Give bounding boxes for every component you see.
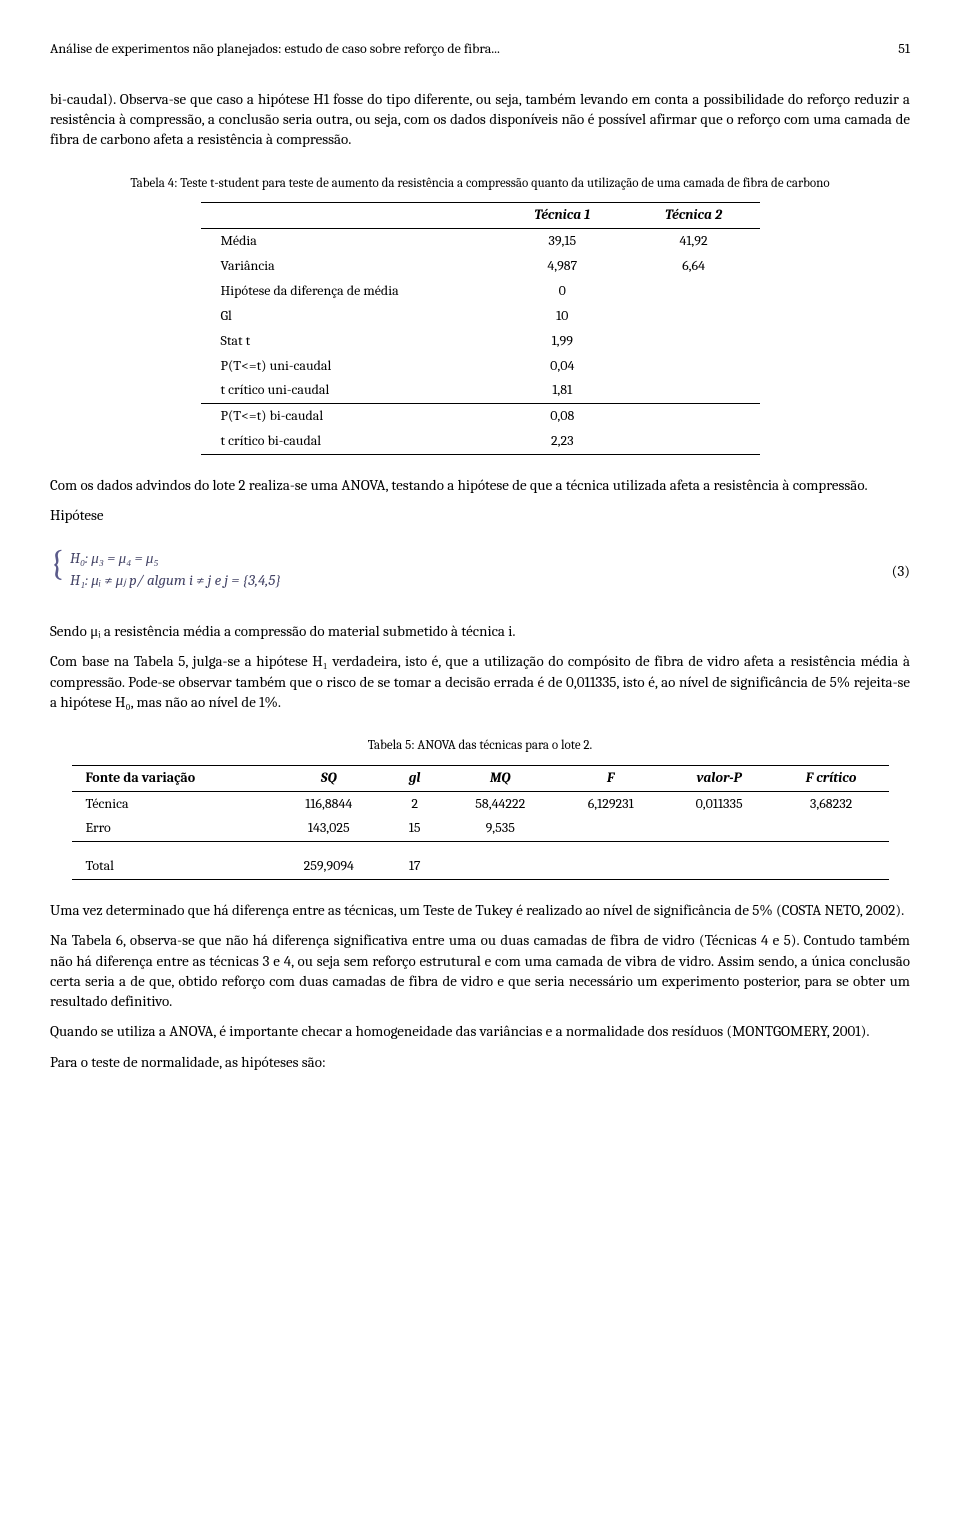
paragraph-2: Com os dados advindos do lote 2 realiza-… xyxy=(50,475,910,495)
table5-head-c0: Fonte da variação xyxy=(72,765,272,791)
paragraph-3: Hipótese xyxy=(50,505,910,525)
table5-caption: Tabela 5: ANOVA das técnicas para o lote… xyxy=(50,737,910,755)
page-header: Análise de experimentos não planejados: … xyxy=(50,40,910,59)
paragraph-9: Para o teste de normalidade, as hipótese… xyxy=(50,1052,910,1072)
table5-head-c1: SQ xyxy=(272,765,386,791)
table5-head-c3: MQ xyxy=(444,765,557,791)
equation-number: (3) xyxy=(892,561,910,581)
table-row: Total 259,9094 17 xyxy=(72,854,889,879)
table4-head-c1: Técnica 1 xyxy=(497,203,628,229)
brace-icon: { xyxy=(50,546,64,582)
header-title: Análise de experimentos não planejados: … xyxy=(50,40,500,59)
header-page-number: 51 xyxy=(898,40,910,59)
table5-head-c6: F crítico xyxy=(774,765,889,791)
hypothesis-equation: { H₀: μ₃ = μ₄ = μ₅ H₁: μᵢ ≠ μⱼ p/ algum … xyxy=(50,536,910,608)
table4: Técnica 1 Técnica 2 Média39,1541,92 Vari… xyxy=(201,202,760,455)
table5-head-c4: F xyxy=(557,765,665,791)
table-row: Média39,1541,92 xyxy=(201,229,760,254)
table-row: Hipótese da diferença de média0 xyxy=(201,279,760,304)
hypothesis-line-1: H₀: μ₃ = μ₄ = μ₅ xyxy=(70,548,281,568)
table-row: P(T<=t) uni-caudal0,04 xyxy=(201,354,760,379)
table-row: Variância4,9876,64 xyxy=(201,254,760,279)
table-row xyxy=(72,842,889,855)
table4-caption: Tabela 4: Teste t-student para teste de … xyxy=(50,175,910,193)
paragraph-4: Sendo μᵢ a resistência média a compressã… xyxy=(50,621,910,641)
hypothesis-line-2: H₁: μᵢ ≠ μⱼ p/ algum i ≠ j e j = {3,4,5} xyxy=(70,570,281,590)
table4-head-c2: Técnica 2 xyxy=(628,203,760,229)
table-row: t crítico uni-caudal1,81 xyxy=(201,378,760,403)
table5-head-c5: valor-P xyxy=(665,765,774,791)
table-row: Erro 143,025 15 9,535 xyxy=(72,816,889,841)
paragraph-5: Com base na Tabela 5, julga-se a hipótes… xyxy=(50,651,910,712)
paragraph-8: Quando se utiliza a ANOVA, é importante … xyxy=(50,1021,910,1041)
paragraph-6: Uma vez determinado que há diferença ent… xyxy=(50,900,910,920)
table-row: Stat t1,99 xyxy=(201,329,760,354)
table5: Fonte da variação SQ gl MQ F valor-P F c… xyxy=(72,765,889,881)
paragraph-1: bi-caudal). Observa-se que caso a hipóte… xyxy=(50,89,910,150)
table-row: P(T<=t) bi-caudal0,08 xyxy=(201,404,760,429)
table-row: Gl10 xyxy=(201,304,760,329)
paragraph-7: Na Tabela 6, observa-se que não há difer… xyxy=(50,930,910,1011)
table-row: Técnica 116,8844 2 58,44222 6,129231 0,0… xyxy=(72,791,889,816)
table-row: t crítico bi-caudal2,23 xyxy=(201,429,760,454)
table5-head-c2: gl xyxy=(386,765,444,791)
